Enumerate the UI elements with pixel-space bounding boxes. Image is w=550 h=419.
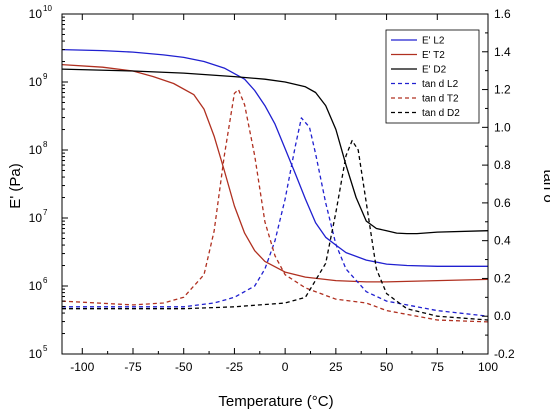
series-line-4	[62, 117, 489, 317]
legend-label-5: tan d T2	[422, 94, 459, 105]
y-tick-exponent-1: 6	[43, 276, 48, 285]
y2-tick-label-3: 0.4	[494, 234, 511, 248]
x-tick-label-4: 0	[282, 360, 289, 374]
y2-tick-label-9: 1.6	[494, 7, 511, 21]
y-tick-exponent-5: 10	[43, 4, 52, 13]
y2-tick-label-6: 1.0	[494, 120, 511, 134]
legend-label-2: E' T2	[422, 50, 445, 61]
x-tick-label-8: 100	[478, 360, 498, 374]
y-tick-label-3: 10	[29, 143, 43, 157]
y2-tick-label-2: 0.2	[494, 271, 511, 285]
y-tick-exponent-0: 5	[43, 344, 48, 353]
plot-area	[61, 48, 489, 323]
y2-axis-title: tan δ	[540, 169, 550, 202]
y-tick-label-4: 10	[29, 75, 43, 89]
y2-tick-label-8: 1.4	[494, 45, 511, 59]
series-line-5	[61, 88, 489, 323]
legend-label-6: tan d D2	[422, 108, 460, 119]
x-tick-label-7: 75	[431, 360, 445, 374]
legend-label-4: tan d L2	[422, 79, 459, 90]
y-tick-label-0: 10	[29, 347, 43, 361]
y2-tick-label-4: 0.6	[494, 196, 511, 210]
y-tick-label-5: 10	[29, 7, 43, 21]
series-line-3	[61, 68, 489, 235]
y2-tick-label-0: -0.2	[494, 347, 515, 361]
x-tick-label-6: 50	[380, 360, 394, 374]
y-tick-label-2: 10	[29, 211, 43, 225]
legend: E' L2 E' T2 E' D2 tan d L2 tan d T2 tan d D2	[385, 29, 480, 124]
x-axis-title: Temperature (°C)	[218, 393, 333, 410]
y2-tick-label-7: 1.2	[494, 83, 511, 97]
y-axis-title: E' (Pa)	[7, 163, 24, 208]
y-tick-exponent-4: 9	[43, 72, 48, 81]
y-tick-exponent-3: 8	[43, 140, 48, 149]
y-tick-label-1: 10	[29, 279, 43, 293]
series-line-1	[61, 48, 488, 267]
x-tick-label-3: -25	[226, 360, 244, 374]
y-tick-exponent-2: 7	[43, 208, 48, 217]
x-tick-label-1: -75	[124, 360, 142, 374]
x-tick-label-2: -50	[175, 360, 193, 374]
legend-label-1: E' L2	[422, 36, 445, 47]
x-tick-label-5: 25	[329, 360, 343, 374]
x-tick-label-0: -100	[70, 360, 94, 374]
legend-label-3: E' D2	[422, 65, 447, 76]
series-line-2	[61, 63, 489, 283]
legend-box	[385, 29, 480, 124]
series-line-6	[62, 139, 489, 321]
y2-tick-label-5: 0.8	[494, 158, 511, 172]
y2-tick-label-1: 0.0	[494, 309, 511, 323]
